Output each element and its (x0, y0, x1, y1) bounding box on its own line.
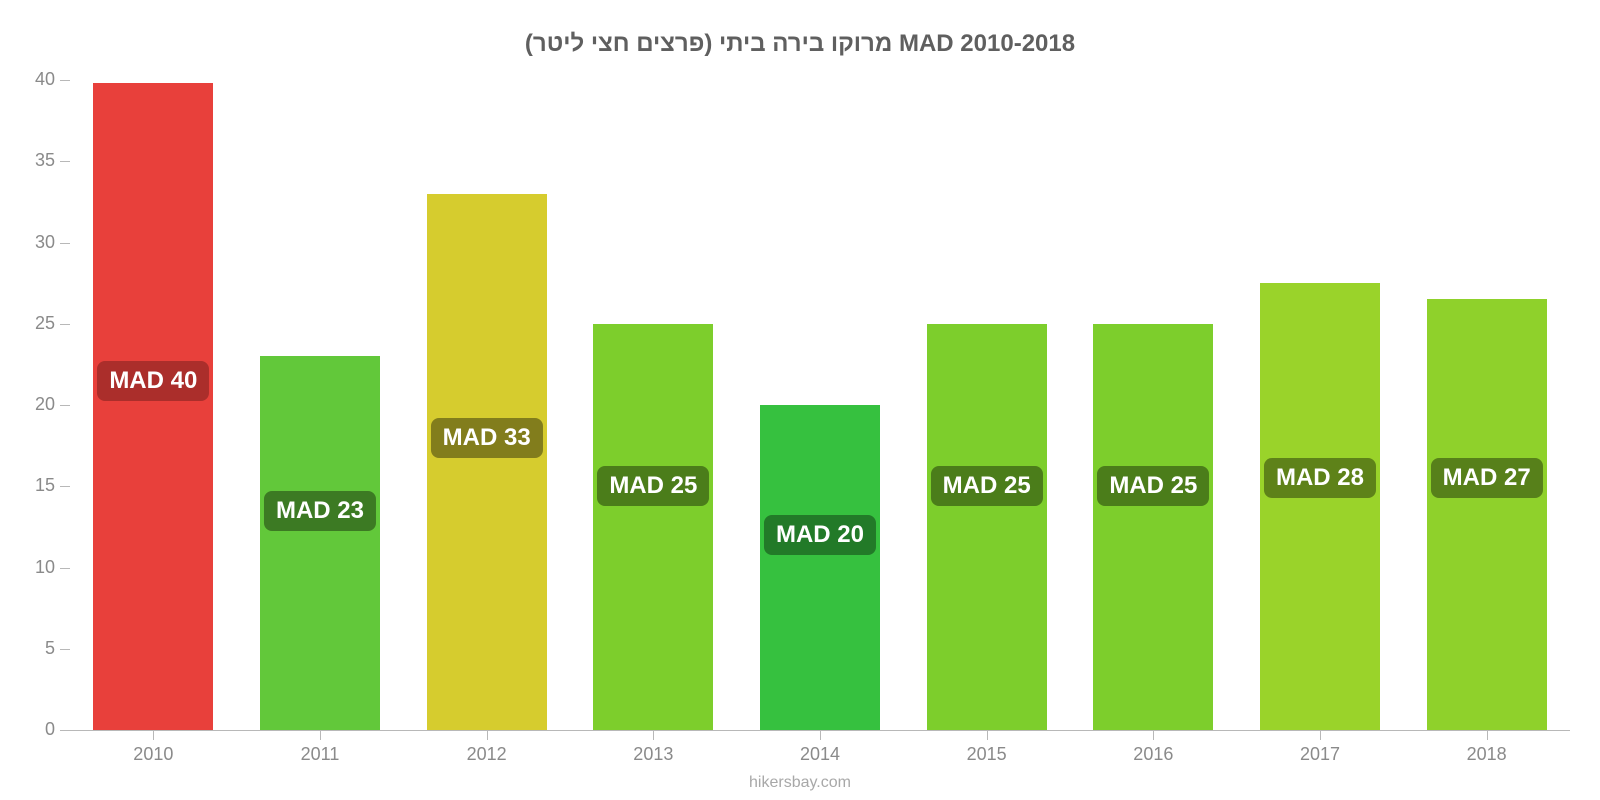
y-tick-label: 10 (15, 557, 55, 578)
x-category-label: 2017 (1300, 744, 1340, 765)
chart-container: מרוקו בירה ביתי (פרצים חצי ליטר) MAD 201… (0, 0, 1600, 800)
y-tick-mark (60, 486, 70, 487)
x-tick-mark (153, 730, 154, 740)
y-tick-mark (60, 324, 70, 325)
x-tick-mark (1153, 730, 1154, 740)
x-tick-mark (487, 730, 488, 740)
y-tick-label: 20 (15, 394, 55, 415)
y-tick-mark (60, 649, 70, 650)
chart-title: מרוקו בירה ביתי (פרצים חצי ליטר) MAD 201… (0, 30, 1600, 58)
x-tick-mark (320, 730, 321, 740)
bar (427, 194, 547, 730)
x-category-label: 2014 (800, 744, 840, 765)
bar-value-label: MAD 27 (1431, 458, 1543, 498)
y-tick-label: 15 (15, 475, 55, 496)
x-category-label: 2011 (301, 744, 340, 765)
bar (593, 324, 713, 730)
y-tick-mark (60, 730, 70, 731)
x-tick-mark (1320, 730, 1321, 740)
x-tick-mark (987, 730, 988, 740)
bar-value-label: MAD 20 (764, 515, 876, 555)
x-category-label: 2010 (133, 744, 173, 765)
x-tick-mark (653, 730, 654, 740)
y-tick-label: 40 (15, 69, 55, 90)
attribution-text: hikersbay.com (0, 774, 1600, 792)
y-tick-label: 30 (15, 232, 55, 253)
bar (927, 324, 1047, 730)
bar (1093, 324, 1213, 730)
bar (260, 356, 380, 730)
bar (1260, 283, 1380, 730)
y-tick-label: 0 (15, 719, 55, 740)
bar-value-label: MAD 25 (597, 466, 709, 506)
y-tick-mark (60, 80, 70, 81)
y-tick-label: 35 (15, 150, 55, 171)
bar-value-label: MAD 40 (97, 361, 209, 401)
bar-value-label: MAD 25 (931, 466, 1043, 506)
x-axis-line (60, 730, 1570, 731)
bar (93, 83, 213, 730)
plot-area: 0510152025303540MAD 402010MAD 232011MAD … (70, 80, 1570, 730)
bar-value-label: MAD 25 (1097, 466, 1209, 506)
y-tick-label: 25 (15, 313, 55, 334)
y-tick-mark (60, 243, 70, 244)
y-tick-label: 5 (15, 638, 55, 659)
y-tick-mark (60, 405, 70, 406)
bar (760, 405, 880, 730)
x-category-label: 2015 (967, 744, 1007, 765)
bar (1427, 299, 1547, 730)
x-category-label: 2012 (467, 744, 507, 765)
bar-value-label: MAD 28 (1264, 458, 1376, 498)
x-category-label: 2013 (633, 744, 673, 765)
y-tick-mark (60, 161, 70, 162)
x-category-label: 2016 (1133, 744, 1173, 765)
bar-value-label: MAD 33 (431, 418, 543, 458)
x-tick-mark (1487, 730, 1488, 740)
x-category-label: 2018 (1467, 744, 1507, 765)
x-tick-mark (820, 730, 821, 740)
y-tick-mark (60, 568, 70, 569)
bar-value-label: MAD 23 (264, 491, 376, 531)
